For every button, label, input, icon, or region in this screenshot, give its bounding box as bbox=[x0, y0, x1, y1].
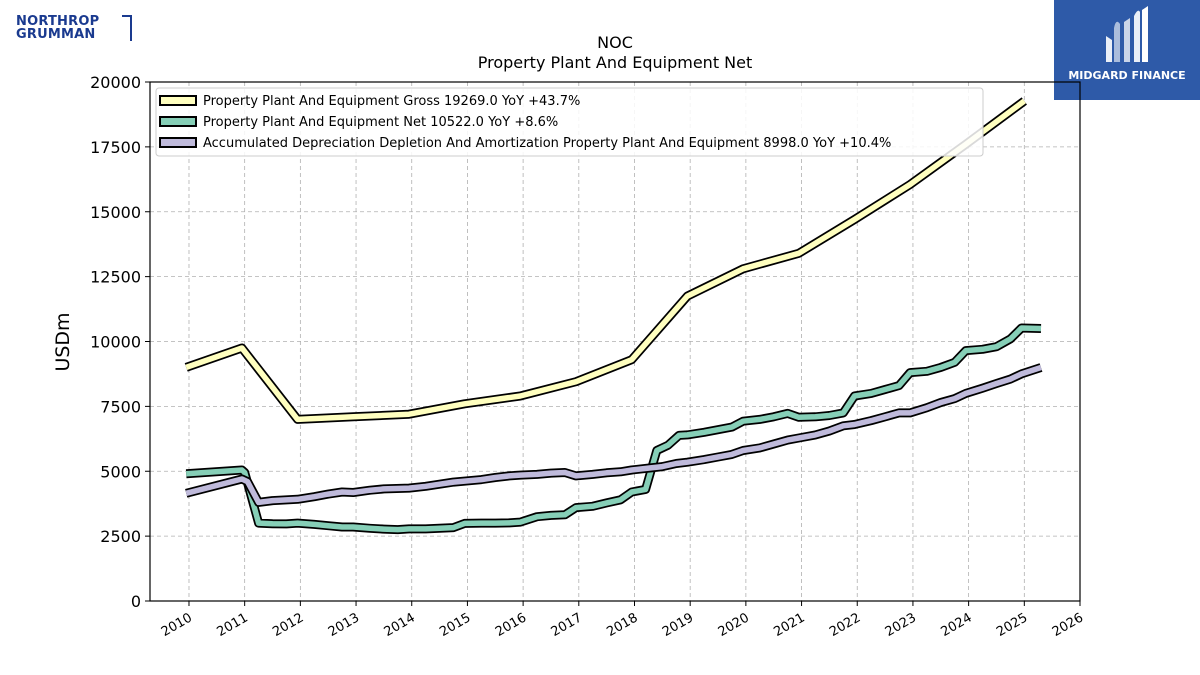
x-tick-label: 2024 bbox=[938, 610, 974, 640]
y-tick-label: 5000 bbox=[100, 462, 141, 481]
x-tick-label: 2018 bbox=[604, 610, 640, 640]
series-line-2 bbox=[185, 364, 1042, 506]
x-axis: 2010 2011 2012 2013 2014 2015 2016 2017 2018 2019… bbox=[159, 601, 1086, 640]
northrop-grumman-logo: NORTHROP GRUMMAN bbox=[14, 14, 134, 44]
x-tick-label: 2026 bbox=[1050, 610, 1086, 640]
x-tick-label: 2019 bbox=[660, 610, 696, 640]
x-tick-label: 2025 bbox=[994, 610, 1030, 640]
legend-swatch bbox=[159, 116, 197, 127]
y-axis: 0 2500 5000 7500 10000 12500 15000 17500 20000 bbox=[90, 73, 150, 611]
company-logo-line1: NORTHROP bbox=[16, 14, 100, 29]
x-tick-label: 2011 bbox=[215, 610, 251, 640]
x-tick-label: 2015 bbox=[437, 610, 473, 640]
chart-title: NOC bbox=[597, 33, 633, 52]
x-tick-label: 2016 bbox=[493, 610, 529, 640]
y-tick-label: 7500 bbox=[100, 397, 141, 416]
series-line-0 bbox=[185, 98, 1026, 423]
x-tick-label: 2014 bbox=[382, 610, 418, 640]
y-tick-label: 12500 bbox=[90, 268, 141, 287]
series-line-1 bbox=[186, 325, 1042, 533]
y-axis-label: USDm bbox=[52, 312, 74, 371]
publisher-name: MIDGARD FINANCE bbox=[1068, 69, 1186, 82]
y-tick-label: 15000 bbox=[90, 203, 141, 222]
legend-label: Accumulated Depreciation Depletion And A… bbox=[203, 136, 891, 151]
y-tick-label: 10000 bbox=[90, 333, 141, 352]
legend-label: Property Plant And Equipment Net 10522.0… bbox=[203, 115, 558, 130]
x-tick-label: 2021 bbox=[771, 610, 807, 640]
y-tick-label: 2500 bbox=[100, 527, 141, 546]
x-tick-label: 2012 bbox=[270, 610, 306, 640]
legend-box bbox=[155, 87, 984, 157]
y-tick-label: 20000 bbox=[90, 73, 141, 92]
x-tick-label: 2022 bbox=[827, 610, 863, 640]
y-tick-label: 17500 bbox=[90, 138, 141, 157]
y-tick-label: 0 bbox=[131, 592, 141, 611]
x-tick-label: 2023 bbox=[883, 610, 919, 640]
legend-swatch bbox=[159, 137, 197, 148]
x-tick-label: 2017 bbox=[549, 610, 585, 640]
midgard-finance-logo: MIDGARD FINANCE bbox=[1054, 0, 1200, 100]
x-tick-label: 2013 bbox=[326, 610, 362, 640]
legend: Property Plant And Equipment Gross 19269… bbox=[155, 87, 984, 157]
chart-subtitle: Property Plant And Equipment Net bbox=[478, 53, 753, 72]
legend-swatch bbox=[159, 95, 197, 106]
logo-bracket-icon bbox=[122, 15, 132, 41]
x-tick-label: 2020 bbox=[716, 610, 752, 640]
legend-label: Property Plant And Equipment Gross 19269… bbox=[203, 94, 580, 109]
series-lines bbox=[184, 97, 1043, 535]
company-logo-line2: GRUMMAN bbox=[16, 27, 96, 42]
midgard-emblem-icon bbox=[1106, 6, 1148, 62]
x-tick-label: 2010 bbox=[159, 610, 195, 640]
